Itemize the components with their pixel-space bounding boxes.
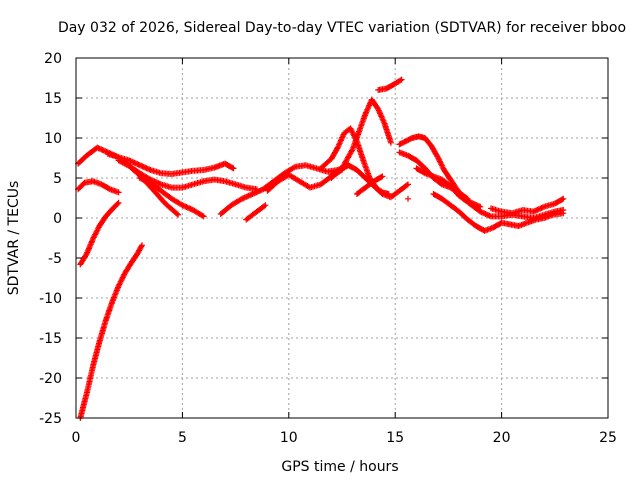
y-tick-label: -5 [48,251,62,267]
tick-layer [75,57,609,419]
series-arc-2 [104,151,237,177]
x-tick-label: 5 [178,430,187,446]
series-arc-14 [353,173,386,197]
x-tick-label: 25 [599,430,617,446]
series-arc-5 [75,178,122,196]
y-axis-title: SDTVAR / TECUs [6,181,22,296]
y-tick-label: -10 [39,291,62,307]
series-arc-15 [375,76,405,93]
data-markers [75,178,122,196]
y-tick-label: 5 [53,171,62,187]
x-tick-label: 0 [72,430,81,446]
y-tick-label: -25 [39,411,62,427]
y-tick-label: 15 [44,91,62,107]
series-arc-4 [136,175,207,220]
data-layer [75,76,567,421]
x-tick-label: 10 [280,430,298,446]
series-isolated [405,195,411,202]
data-markers [375,76,405,93]
series-arc-19 [430,191,567,234]
data-markers [430,191,567,234]
data-markers [243,202,269,223]
y-tick-label: -15 [39,331,62,347]
plot-frame [75,57,609,419]
data-markers [488,195,567,217]
data-markers [104,151,237,177]
y-tick-label: 0 [53,211,62,227]
series-arc-6 [77,199,122,268]
y-tick-label: -20 [39,371,62,387]
x-axis-title: GPS time / hours [281,459,398,475]
data-markers [77,199,122,268]
data-markers [136,175,207,220]
data-markers [353,173,386,197]
series-arc-20 [488,195,567,217]
chart-title: Day 032 of 2026, Sidereal Day-to-day VTE… [58,20,626,36]
y-tick-label: 20 [44,51,62,67]
y-tick-label: 10 [44,131,62,147]
data-markers [115,157,260,193]
label-layer: 0 5 10 15 20 25 -25 -20 -15 -10 -5 0 5 10 15 20 [39,51,617,446]
series-arc-9 [243,202,269,223]
x-tick-label: 15 [386,430,404,446]
data-markers [405,195,411,202]
x-tick-label: 20 [493,430,511,446]
series-arc-3 [115,157,260,193]
